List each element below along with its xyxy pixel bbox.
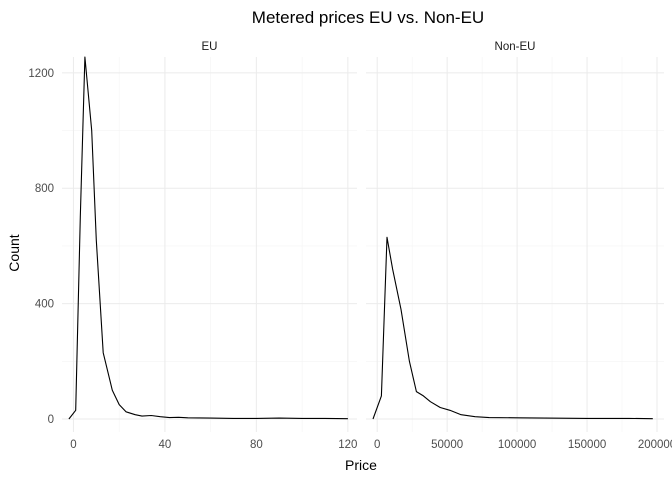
y-tick-label: 400 <box>35 299 54 311</box>
panel-non-eu: Non-EU 0 50000 100000 150000 200000 <box>366 41 672 451</box>
x-tick-label: 150000 <box>568 439 606 451</box>
x-tick-label: 80 <box>250 439 263 451</box>
chart-title: Metered prices EU vs. Non-EU <box>252 8 484 27</box>
facet-strip-label: EU <box>202 41 218 53</box>
x-tick-label: 200000 <box>638 439 672 451</box>
x-tick-label: 50000 <box>431 439 463 451</box>
y-tick-label: 800 <box>35 183 54 195</box>
y-tick-label: 0 <box>48 414 54 426</box>
series-line <box>69 57 348 419</box>
x-axis-title: Price <box>345 457 377 473</box>
facet-strip-label: Non-EU <box>495 41 536 53</box>
x-tick-label: 0 <box>374 439 380 451</box>
x-tick-label: 120 <box>338 439 357 451</box>
panel-eu: EU 0 40 80 120 <box>62 41 357 451</box>
x-tick-label: 40 <box>159 439 172 451</box>
x-tick-label: 100000 <box>498 439 536 451</box>
x-tick-label: 0 <box>70 439 76 451</box>
y-axis-title: Count <box>6 234 22 271</box>
facet-panels: 0 400 800 1200 EU 0 40 80 120 Non-EU 0 50000 100000 1… <box>28 41 672 451</box>
y-tick-label: 1200 <box>28 68 54 80</box>
series-line <box>373 237 653 419</box>
